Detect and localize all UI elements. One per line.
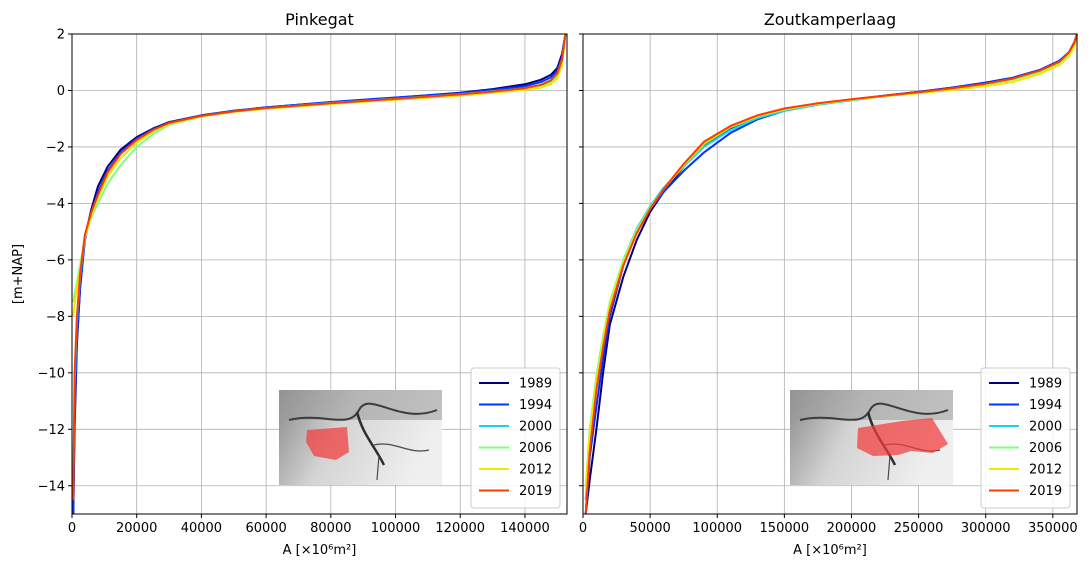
legend-label-2006: 2006 [519, 441, 552, 456]
x-tick-label: 20000 [116, 521, 157, 536]
x-tick-label: 0 [579, 521, 587, 536]
x-tick-label: 0 [68, 521, 76, 536]
x-axis-label: A [×10⁶m²] [793, 543, 867, 558]
y-tick-label: −14 [38, 479, 65, 494]
legend-label-2000: 2000 [1029, 420, 1062, 435]
y-axis-label: [m+NAP] [11, 244, 26, 304]
x-tick-label: 100000 [371, 521, 421, 536]
legend-label-2012: 2012 [519, 463, 552, 478]
legend-label-2012: 2012 [1029, 463, 1062, 478]
y-tick-label: −10 [38, 366, 65, 381]
legend-label-2019: 2019 [1029, 484, 1062, 499]
x-tick-label: 40000 [181, 521, 222, 536]
legend-label-1989: 1989 [519, 377, 552, 392]
inset-basin-area [857, 418, 948, 456]
x-tick-label: 300000 [961, 521, 1011, 536]
x-tick-label: 60000 [245, 521, 286, 536]
series-line-2019 [72, 33, 567, 500]
panel-title: Zoutkamperlaag [764, 10, 896, 29]
x-tick-label: 100000 [692, 521, 742, 536]
x-tick-label: 50000 [629, 521, 670, 536]
x-axis-label: A [×10⁶m²] [283, 543, 357, 558]
legend-label-2006: 2006 [1029, 441, 1062, 456]
x-tick-label: 200000 [827, 521, 877, 536]
y-tick-label: −12 [38, 423, 65, 438]
panel-pinkegat: 0 20000 40000 60000 80000 100000 120000 1400002… [38, 10, 568, 558]
y-tick-label: −6 [46, 253, 65, 268]
y-tick-label: −2 [46, 140, 65, 155]
legend: 1989 1994 2000 2006 2012 2019 [980, 367, 1071, 509]
axes-frame [582, 33, 1078, 515]
inset-map [790, 390, 953, 485]
series-line-2012 [72, 33, 567, 317]
legend: 1989 1994 2000 2006 2012 2019 [470, 367, 561, 509]
x-tick-label: 80000 [310, 521, 351, 536]
series-line-2019 [584, 33, 1078, 515]
legend-label-2019: 2019 [519, 484, 552, 499]
y-tick-label: −4 [46, 197, 65, 212]
x-tick-label: 120000 [435, 521, 485, 536]
series-line-2006 [72, 33, 567, 303]
panel-zoutkamperlaag: 0 50000 100000 150000 200000 250000 300000 3500… [579, 10, 1078, 558]
legend-label-2000: 2000 [519, 420, 552, 435]
inset-basin-area [306, 427, 349, 460]
x-tick-label: 150000 [760, 521, 810, 536]
axes-frame [71, 33, 568, 515]
x-tick-label: 140000 [500, 521, 550, 536]
y-tick-label: 2 [57, 28, 65, 43]
inset-map [279, 390, 442, 485]
legend-label-1989: 1989 [1029, 377, 1062, 392]
y-tick-label: 0 [57, 84, 65, 99]
legend-label-1994: 1994 [1029, 398, 1062, 413]
panel-title: Pinkegat [285, 10, 354, 29]
y-tick-label: −8 [46, 310, 65, 325]
x-tick-label: 350000 [1028, 521, 1078, 536]
legend-label-1994: 1994 [519, 398, 552, 413]
x-tick-label: 250000 [894, 521, 944, 536]
